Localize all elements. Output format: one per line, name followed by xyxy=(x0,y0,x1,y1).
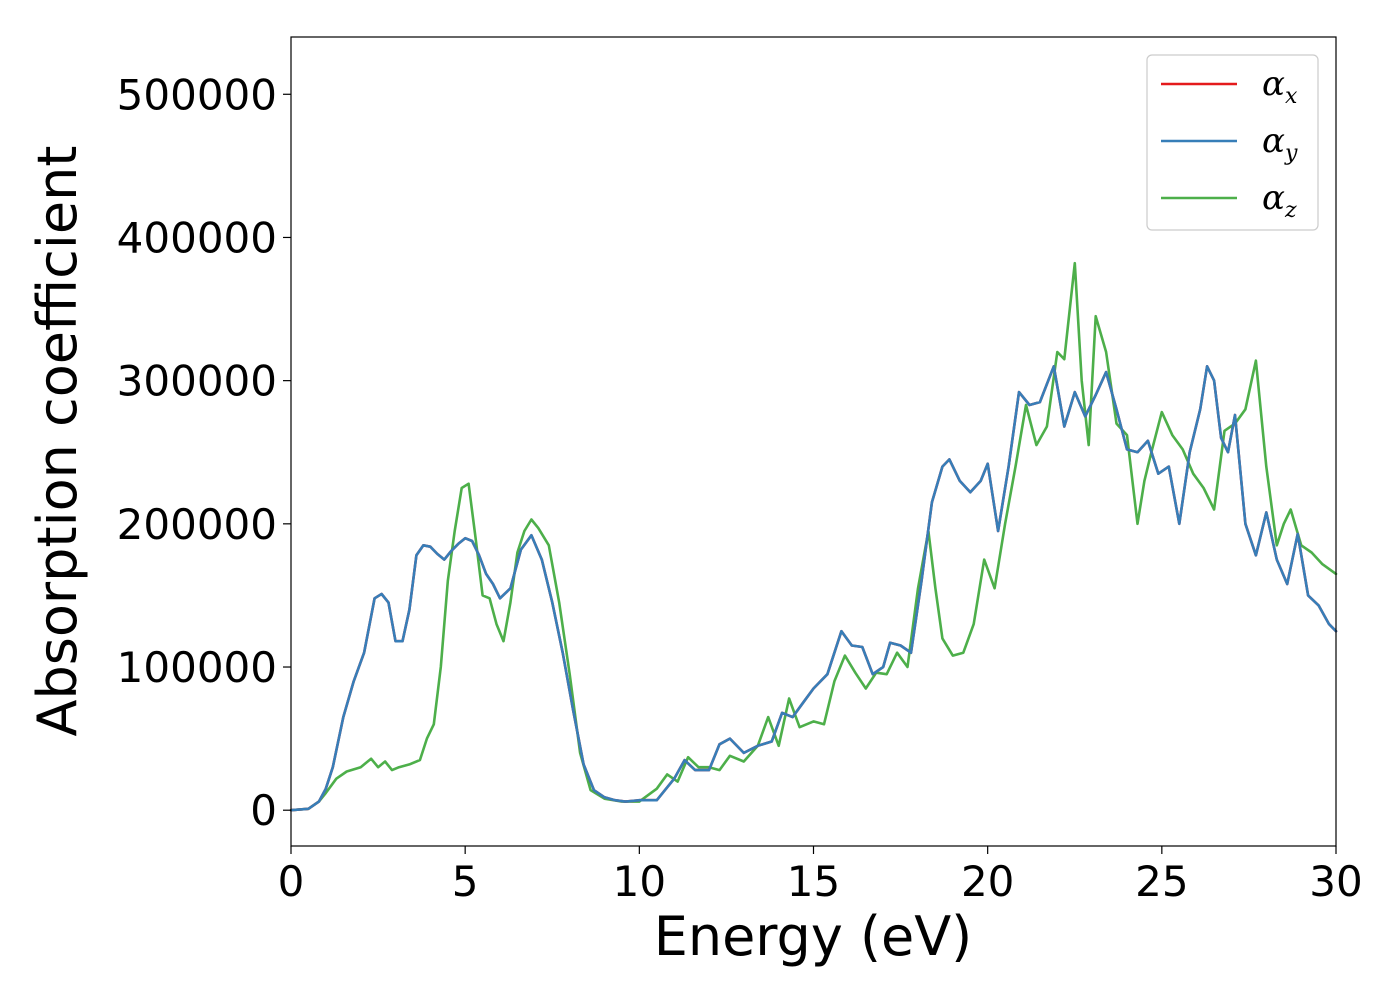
y-tick-label: 0 xyxy=(250,786,277,835)
x-tick-label: 20 xyxy=(961,857,1014,906)
series-line-y xyxy=(289,364,1338,812)
y-axis-title: Absorption coefficient xyxy=(26,146,89,737)
legend-label-x: αx xyxy=(1262,64,1298,109)
y-axis: 0 100000 200000 300000 400000 500000 xyxy=(117,70,291,835)
y-tick-label: 100000 xyxy=(117,643,277,692)
x-tick-label: 25 xyxy=(1135,857,1188,906)
y-tick-label: 300000 xyxy=(117,357,277,406)
x-tick-label: 0 xyxy=(278,857,305,906)
y-tick-label: 400000 xyxy=(117,213,277,262)
x-axis-title: Energy (eV) xyxy=(654,905,973,968)
legend-label-y: αy xyxy=(1262,121,1298,166)
legend: αx αy αz xyxy=(1146,54,1319,231)
x-tick-label: 5 xyxy=(452,857,479,906)
x-tick-label: 15 xyxy=(787,857,840,906)
series-layer xyxy=(289,261,1338,812)
x-tick-label: 10 xyxy=(613,857,666,906)
y-tick-label: 500000 xyxy=(117,70,277,119)
x-axis: 0 5 10 15 20 25 30 xyxy=(278,846,1363,906)
legend-label-z: αz xyxy=(1262,178,1297,223)
x-tick-label: 30 xyxy=(1309,857,1362,906)
series-line-z xyxy=(289,261,1338,812)
legend-box xyxy=(1146,54,1319,231)
y-tick-label: 200000 xyxy=(117,500,277,549)
